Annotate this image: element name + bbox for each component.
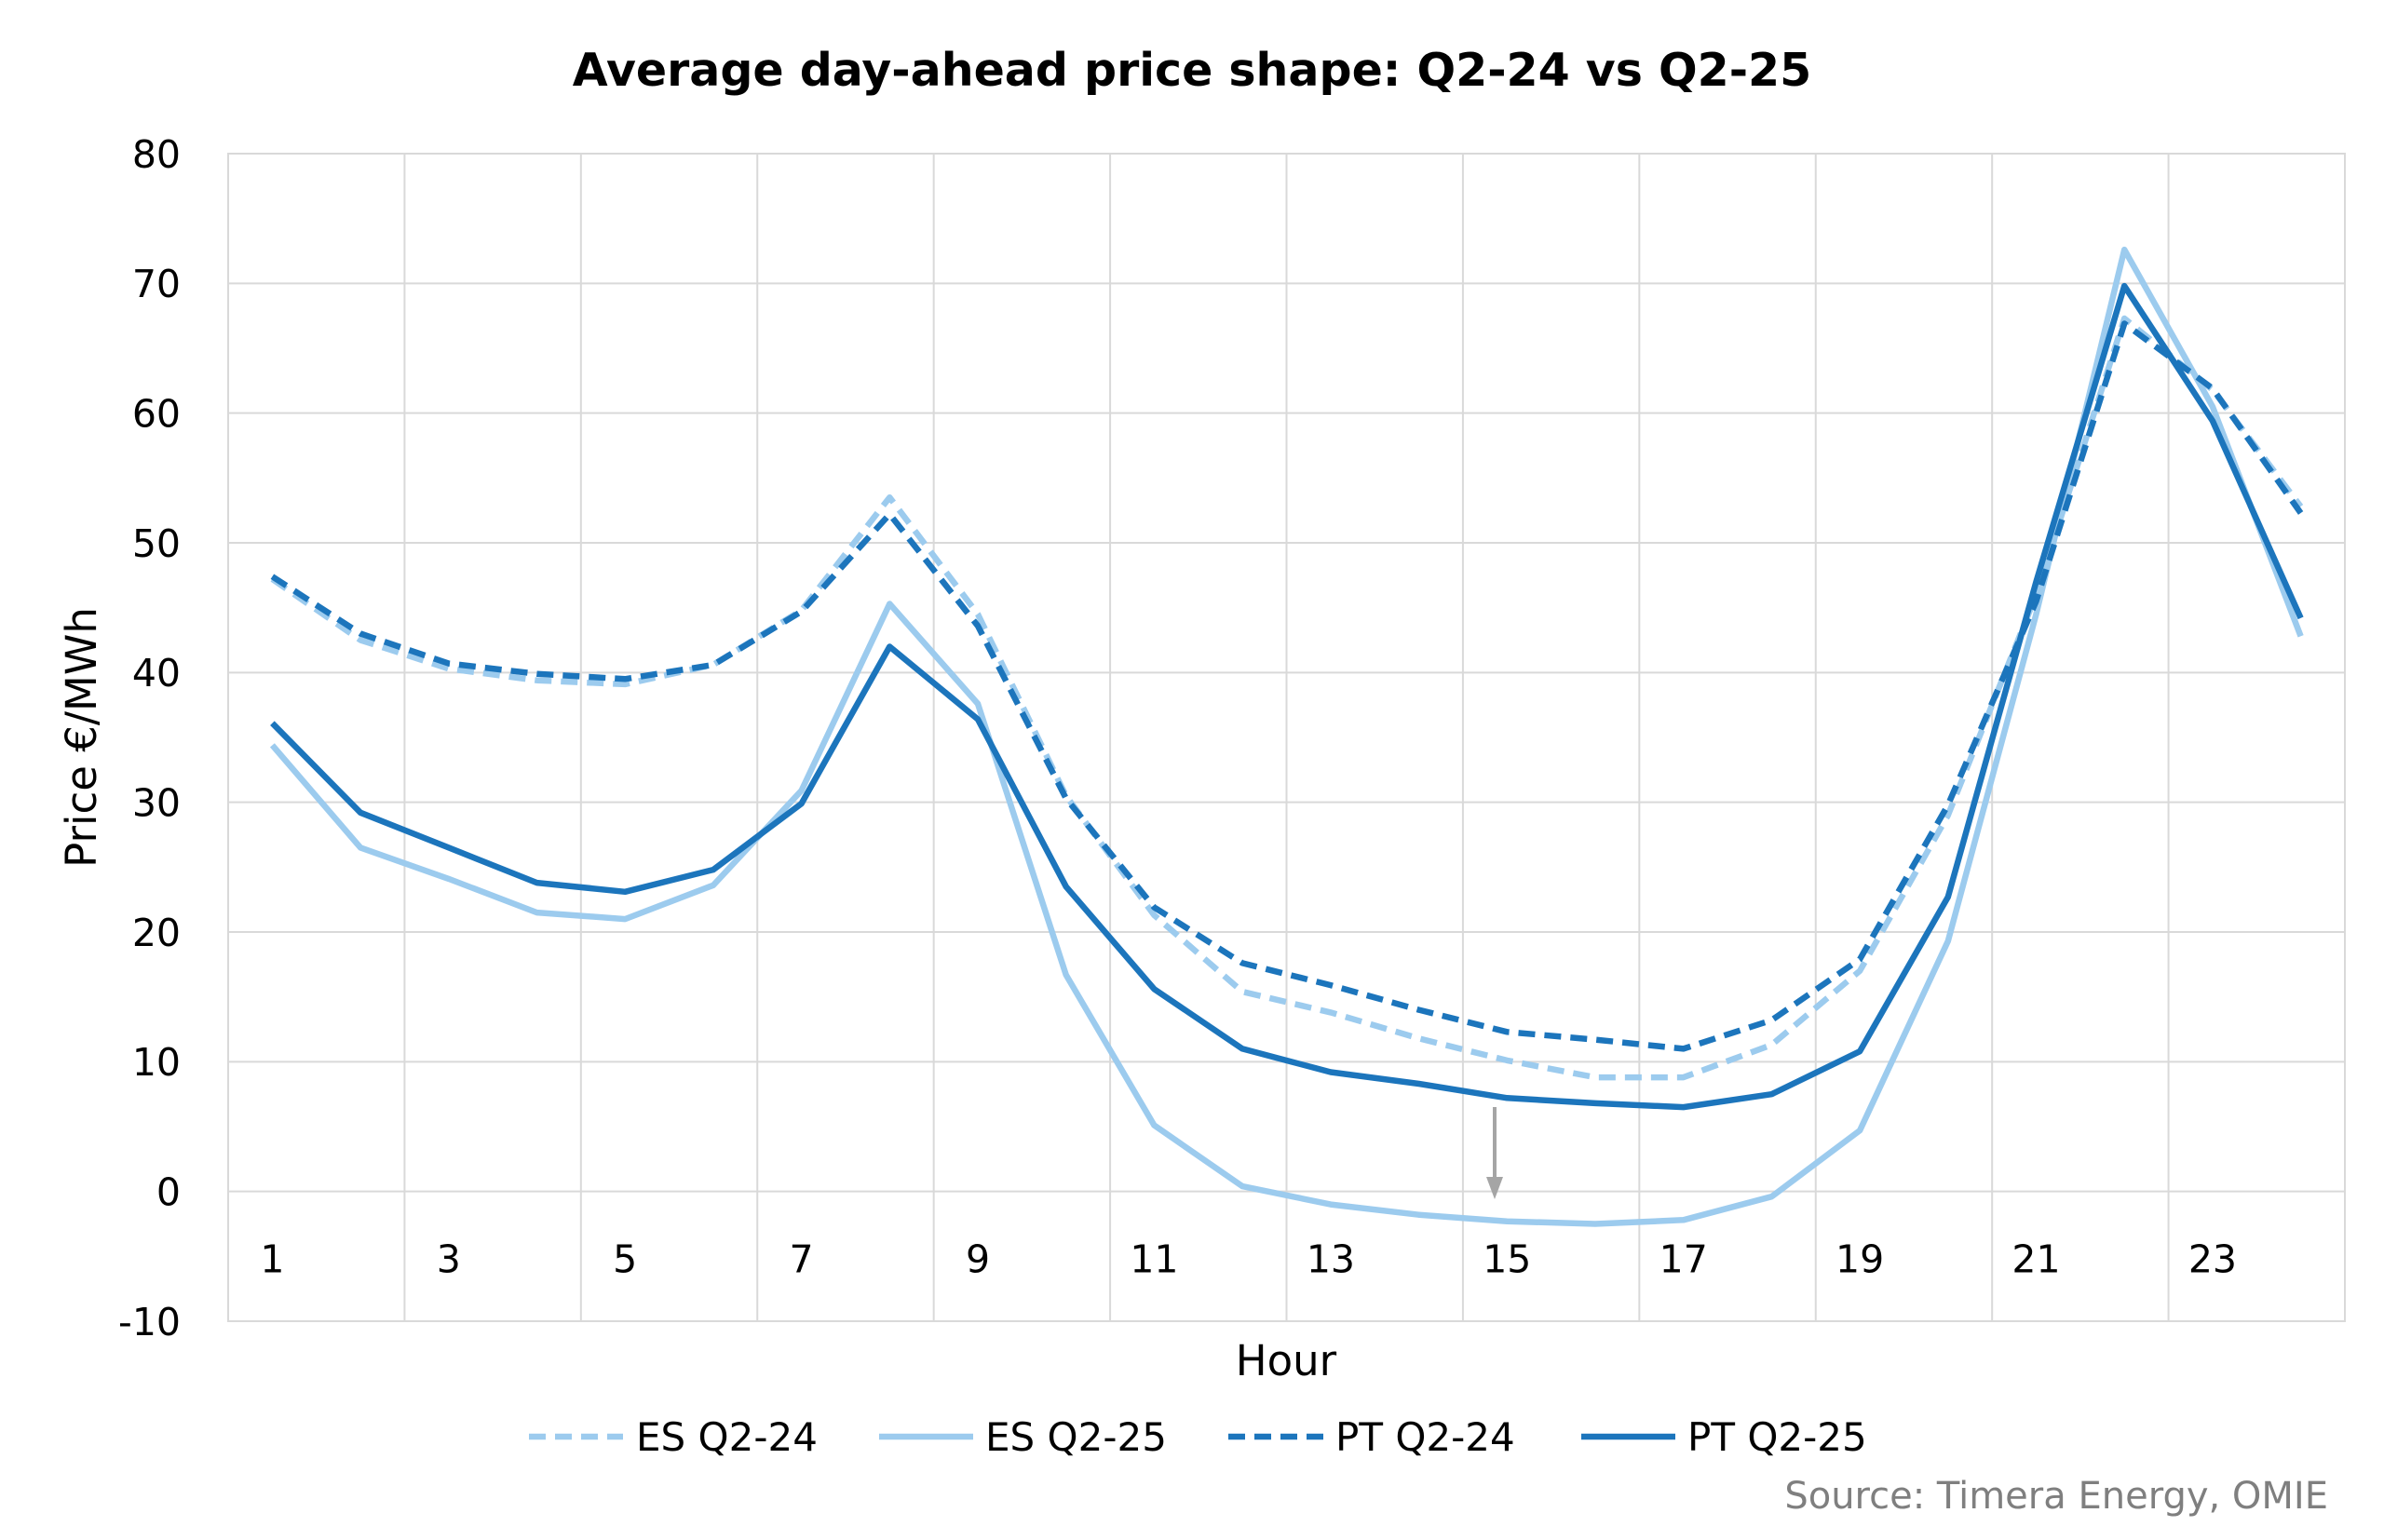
legend-label-pt-q2-24: PT Q2-24 [1335,1414,1515,1460]
annotation-arrow [1486,1107,1503,1199]
x-tick-label: 15 [1483,1237,1531,1282]
y-tick-label: 70 [132,262,181,306]
series-lines [269,246,2304,1227]
gridlines [228,153,2345,1322]
y-tick-label: 40 [132,651,181,696]
legend-item-es-q2-24: ES Q2-24 [529,1414,818,1460]
series-line-pt-q2-25 [270,282,2304,1111]
y-tick-label: 20 [132,911,181,955]
x-tick-label: 21 [2012,1237,2060,1282]
legend-label-pt-q2-25: PT Q2-25 [1687,1414,1867,1460]
x-tick-label: 23 [2188,1237,2237,1282]
legend-item-pt-q2-24: PT Q2-24 [1228,1414,1515,1460]
annotation-arrow-head [1486,1177,1503,1199]
y-tick-label: -10 [118,1300,181,1344]
x-axis-title: Hour [1236,1336,1337,1385]
series-line-es-q2-25 [269,246,2304,1227]
y-tick-label: 80 [132,132,181,177]
y-tick-label: 0 [156,1170,181,1215]
legend-item-es-q2-25: ES Q2-25 [879,1414,1167,1460]
y-axis-tick-labels: 80 70 60 50 40 30 20 10 0 -10 [118,132,181,1344]
x-tick-label: 1 [260,1237,284,1282]
legend-label-es-q2-24: ES Q2-24 [636,1414,818,1460]
x-tick-label: 11 [1130,1237,1178,1282]
series-line-pt-q2-24 [270,320,2304,1052]
y-tick-label: 30 [132,781,181,826]
legend-item-pt-q2-25: PT Q2-25 [1581,1414,1867,1460]
y-tick-label: 10 [132,1040,181,1085]
x-tick-label: 9 [966,1237,990,1282]
y-tick-label: 60 [132,392,181,437]
x-axis-tick-labels: 1 3 5 7 9 11 13 15 17 19 21 23 [260,1237,2237,1282]
legend: ES Q2-24 ES Q2-25 PT Q2-24 PT Q2-25 [529,1414,1867,1460]
x-tick-label: 3 [437,1237,461,1282]
series-pt-q2-24 [270,320,2304,1052]
x-tick-label: 17 [1659,1237,1708,1282]
y-axis-title: Price €/MWh [57,607,106,868]
series-pt-q2-25 [270,282,2304,1111]
x-tick-label: 19 [1835,1237,1884,1282]
legend-label-es-q2-25: ES Q2-25 [985,1414,1167,1460]
x-tick-label: 5 [613,1237,637,1282]
plot-area-border [227,153,2346,1322]
series-es-q2-25 [269,246,2304,1227]
x-tick-label: 7 [790,1237,814,1282]
x-tick-label: 13 [1307,1237,1355,1282]
chart-title: Average day-ahead price shape: Q2-24 vs … [573,44,1811,97]
y-tick-label: 50 [132,521,181,566]
source-note: Source: Timera Energy, OMIE [1784,1475,2328,1518]
